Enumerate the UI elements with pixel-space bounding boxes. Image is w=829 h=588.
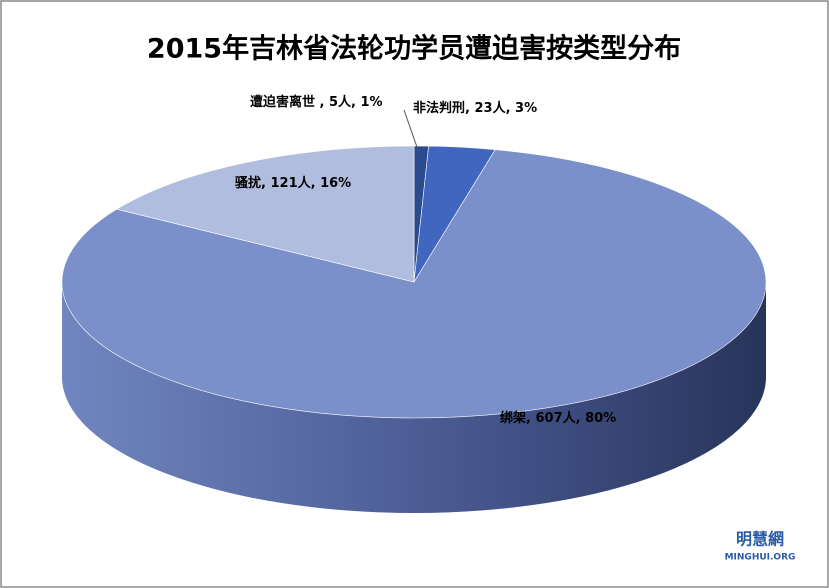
percent-label: 80%	[585, 411, 616, 426]
data-label: 非法判刑, 23人, 3%	[413, 100, 537, 116]
category: 非法判刑	[413, 100, 465, 116]
value-label: 5人	[329, 94, 352, 110]
percent-label: 1%	[361, 95, 383, 110]
category: 绑架	[500, 410, 526, 426]
percent-label: 3%	[515, 101, 537, 116]
category: 骚扰	[235, 175, 261, 191]
pie	[61, 145, 767, 513]
slice-side	[62, 282, 766, 513]
separator: ,	[261, 176, 270, 191]
data-label: 遭迫害离世 , 5人, 1%	[250, 94, 383, 110]
separator: ,	[311, 176, 320, 191]
value-label: 121人	[270, 175, 311, 191]
separator: ,	[526, 411, 535, 426]
separator: ,	[351, 95, 360, 110]
chart-title: 2015年吉林省法轮功学员遭迫害按类型分布	[147, 33, 681, 65]
separator: ,	[465, 101, 474, 116]
separator: ,	[576, 411, 585, 426]
separator: ,	[506, 101, 515, 116]
data-label: 骚扰, 121人, 16%	[235, 175, 351, 191]
slice	[61, 149, 767, 419]
value-label: 607人	[535, 410, 576, 426]
slice	[115, 145, 415, 283]
watermark: 明慧網	[736, 530, 784, 549]
data-label: 绑架, 607人, 80%	[500, 410, 616, 426]
separator: ,	[320, 95, 329, 110]
value-label: 23人	[474, 100, 506, 116]
watermark-sub: MINGHUI.ORG	[725, 553, 796, 563]
percent-label: 16%	[320, 176, 351, 191]
category: 遭迫害离世	[250, 94, 320, 110]
labels: 遭迫害离世 , 5人, 1% 非法判刑, 23人, 3% 绑架, 607人, 80%…	[235, 94, 616, 426]
leader-line	[403, 109, 419, 151]
